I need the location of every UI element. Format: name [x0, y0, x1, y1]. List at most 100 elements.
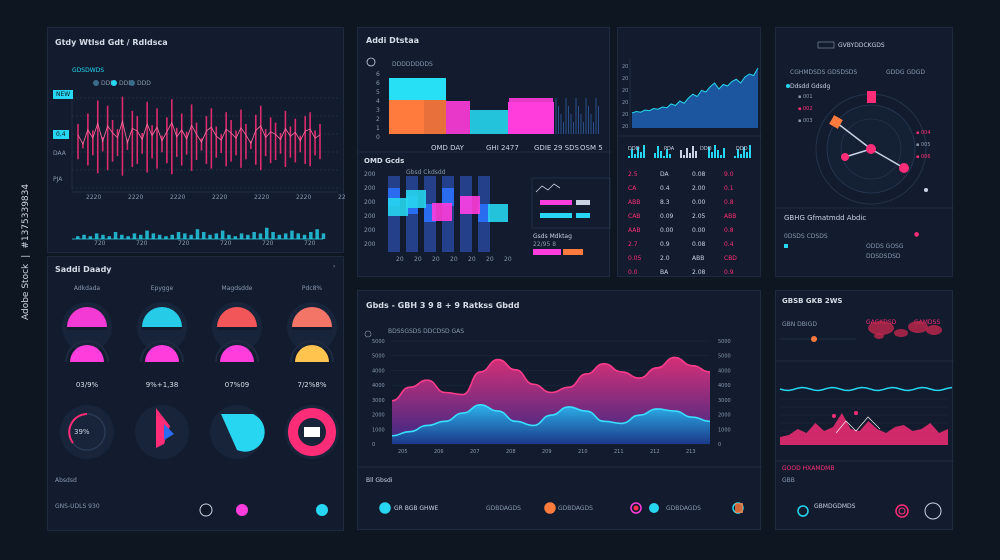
mini-bar [643, 145, 645, 158]
x-tick-label: 2220 [86, 194, 101, 201]
panel-stack-sub: Gbsd Ckdsdd [406, 169, 446, 176]
stack-col-seg [478, 204, 490, 222]
mini-bar [686, 148, 688, 158]
footer-icon-fill [649, 503, 659, 513]
mini-bar [271, 232, 275, 239]
mini-bar [101, 234, 105, 239]
bar-caption: GDIE 29 SDS [534, 144, 579, 152]
radial-node [899, 163, 909, 173]
panel-radial-sub2: GDDG GDGD [886, 69, 925, 76]
mini-bar [628, 156, 630, 158]
chevron-right-icon[interactable]: › [333, 263, 336, 270]
y-tick-label: 5000 [372, 354, 385, 360]
watermark-brand: Adobe Stock [21, 263, 31, 320]
panel-map-signal: GBSB GKB 2WS GBN DBIGD GAGKDSD GAMDSS GO… [775, 290, 954, 530]
gauge-value: 9%+1,38 [145, 381, 179, 389]
footer-icon[interactable] [630, 502, 642, 514]
stack-block [508, 102, 554, 134]
mini-bar [743, 147, 745, 158]
radial-node [829, 115, 843, 129]
footer-icon[interactable] [797, 505, 809, 517]
side-label[interactable]: 0,4 [53, 130, 69, 139]
table-cell: 0.8 [724, 199, 734, 206]
panel-gauges-footer-title: Absdsd [55, 477, 77, 484]
y-tick-label-right: 5000 [718, 354, 731, 360]
x-tick-label: 212 [650, 449, 660, 455]
ring-wedge [156, 408, 170, 448]
panel-gauges-title: Saddi Daady [55, 265, 112, 274]
y-tick-label-right: 4000 [718, 383, 731, 389]
ring-bg [60, 405, 114, 459]
mini-bar [120, 234, 124, 239]
gauge-semi [220, 345, 254, 362]
settings-icon[interactable] [366, 57, 376, 67]
signal-chart [776, 321, 954, 520]
mini-bar [740, 154, 742, 158]
mini-bar [283, 233, 288, 239]
gauge-fill [67, 307, 107, 327]
table-cell: 9.0 [724, 171, 734, 178]
radial-ring [840, 118, 902, 180]
mini-bar [145, 230, 149, 239]
x-tick-label: 2220 [212, 194, 227, 201]
legend-item: Ddsdd Gdsdg [790, 83, 831, 90]
y-tick-label: 6 [376, 71, 380, 78]
power-icon[interactable] [924, 502, 942, 520]
panel-map-signal-footer-title: GOOD HXAMDMB [782, 465, 835, 472]
main-area-chart: 5000 5000 5000 5000 4000 4000 4000 4000 3000 3000… [358, 330, 762, 514]
stack-block [389, 78, 446, 100]
footer-icon-fill [380, 503, 390, 513]
y-tick-label-right: 2000 [718, 413, 731, 419]
bar-caption: OSM 5 [580, 144, 603, 152]
mini-bar [746, 152, 748, 158]
mini-bar [94, 233, 99, 239]
y-tick-label: 20 [622, 100, 628, 106]
mini-bar [714, 145, 716, 158]
area-line [631, 67, 759, 114]
table-cell: 2.08 [692, 269, 706, 276]
y-tick-label: 20 [622, 124, 628, 130]
mini-bar [708, 147, 710, 158]
mini-bar [126, 236, 130, 239]
x-tick-label: 206 [434, 449, 444, 455]
table-cell: 0.4 [660, 185, 670, 192]
panel-main-area: Gbds - GBH 3 9 8 + 9 Ratkss Gbdd BDSSGSD… [357, 290, 762, 530]
x-tick-label: 2220 [338, 194, 345, 201]
mini-bar [265, 227, 269, 239]
table-cell: 2.5 [628, 171, 638, 178]
side-label[interactable]: NEW [53, 90, 74, 99]
y-tick-label: 200 [364, 185, 376, 192]
mini-bar [749, 145, 751, 158]
fingerprint-icon[interactable] [895, 504, 909, 518]
legend-dot [786, 84, 790, 88]
y-tick-label: 20 [622, 76, 628, 82]
panel-radial-title: GVBYDDCKGDS [838, 42, 885, 49]
mini-bar [189, 234, 193, 239]
mini-bar [654, 153, 656, 158]
y-tick-label: 4000 [372, 383, 385, 389]
table-cell: CAB [628, 213, 640, 220]
pink-line [391, 356, 711, 402]
y-tick-label: 1 [376, 125, 380, 132]
gauge-semi [295, 345, 329, 362]
y-tick-label: 200 [364, 241, 376, 248]
watermark-id: #1375339834 [21, 183, 31, 249]
y-tick-label-right: 0 [718, 442, 721, 448]
footer-item-label: GDBDAGDS [486, 505, 521, 512]
mini-bar [277, 234, 282, 239]
mini-bar [637, 147, 639, 158]
panel-waveform: Gtdy Wtlsd Gdt / Rdldsca GDSDWDS DDR DDD D… [47, 27, 345, 253]
mini-bar [239, 233, 244, 239]
mini-bar [151, 233, 156, 239]
mini-bar [195, 229, 200, 239]
stack-highlight [488, 204, 508, 222]
mini-bar [107, 236, 111, 239]
x-tick-label: 205 [398, 449, 408, 455]
mini-bar [227, 234, 231, 239]
panel-main-area-footer-title: Bll Gbsdi [366, 477, 393, 484]
map-tag: GAMDSS [914, 319, 941, 326]
mini-bar [315, 229, 319, 239]
y-tick-label: 4 [376, 98, 380, 105]
y-tick-label-right: 1000 [718, 427, 731, 433]
y-tick-label: 200 [364, 227, 376, 234]
